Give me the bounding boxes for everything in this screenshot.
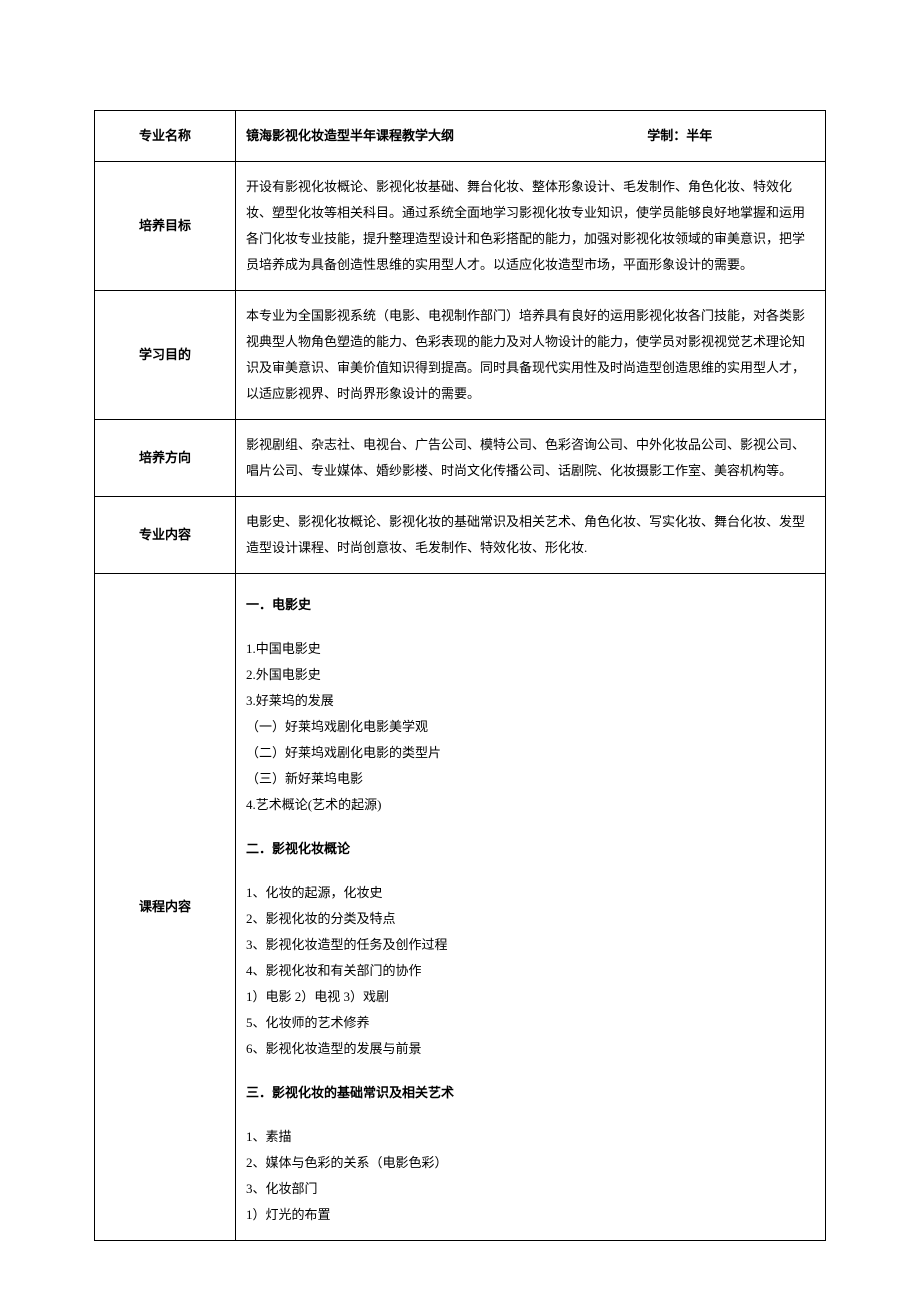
- s1-item: 2.外国电影史: [246, 662, 815, 688]
- s2-item: 5、化妆师的艺术修养: [246, 1010, 815, 1036]
- header-label: 专业名称: [95, 111, 236, 162]
- s3-item: 2、媒体与色彩的关系（电影色彩）: [246, 1150, 815, 1176]
- section-3-title: 三．影视化妆的基础常识及相关艺术: [246, 1080, 815, 1106]
- s2-item: 4、影视化妆和有关部门的协作: [246, 958, 815, 984]
- purpose-row: 学习目的 本专业为全国影视系统（电影、电视制作部门）培养具有良好的运用影视化妆各…: [95, 291, 826, 420]
- purpose-label: 学习目的: [95, 291, 236, 420]
- major-label: 专业内容: [95, 497, 236, 574]
- syllabus-table: 专业名称 镜海影视化妆造型半年课程教学大纲 学制：半年 培养目标 开设有影视化妆…: [94, 110, 826, 1241]
- course-row: 课程内容 一．电影史 1.中国电影史 2.外国电影史 3.好莱坞的发展 （一）好…: [95, 574, 826, 1241]
- course-title: 镜海影视化妆造型半年课程教学大纲: [246, 123, 454, 149]
- section-2-title: 二．影视化妆概论: [246, 836, 815, 862]
- s3-item: 1）灯光的布置: [246, 1202, 815, 1228]
- s1-item: （一）好莱坞戏剧化电影美学观: [246, 714, 815, 740]
- section-2: 二．影视化妆概论 1、化妆的起源，化妆史 2、影视化妆的分类及特点 3、影视化妆…: [246, 836, 815, 1062]
- s2-item: 3、影视化妆造型的任务及创作过程: [246, 932, 815, 958]
- section-3: 三．影视化妆的基础常识及相关艺术 1、素描 2、媒体与色彩的关系（电影色彩） 3…: [246, 1080, 815, 1228]
- section-1: 一．电影史 1.中国电影史 2.外国电影史 3.好莱坞的发展 （一）好莱坞戏剧化…: [246, 592, 815, 818]
- s2-item: 1）电影 2）电视 3）戏剧: [246, 984, 815, 1010]
- s3-item: 1、素描: [246, 1124, 815, 1150]
- major-text: 电影史、影视化妆概论、影视化妆的基础常识及相关艺术、角色化妆、写实化妆、舞台化妆…: [236, 497, 826, 574]
- course-label: 课程内容: [95, 574, 236, 1241]
- direction-row: 培养方向 影视剧组、杂志社、电视台、广告公司、模特公司、色彩咨询公司、中外化妆品…: [95, 420, 826, 497]
- s1-item: （二）好莱坞戏剧化电影的类型片: [246, 740, 815, 766]
- s1-item: 3.好莱坞的发展: [246, 688, 815, 714]
- s2-item: 2、影视化妆的分类及特点: [246, 906, 815, 932]
- direction-label: 培养方向: [95, 420, 236, 497]
- s1-item: 4.艺术概论(艺术的起源): [246, 792, 815, 818]
- goal-text: 开设有影视化妆概论、影视化妆基础、舞台化妆、整体形象设计、毛发制作、角色化妆、特…: [236, 162, 826, 291]
- goal-label: 培养目标: [95, 162, 236, 291]
- s2-item: 1、化妆的起源，化妆史: [246, 880, 815, 906]
- s2-item: 6、影视化妆造型的发展与前景: [246, 1036, 815, 1062]
- s3-item: 3、化妆部门: [246, 1176, 815, 1202]
- page-container: 专业名称 镜海影视化妆造型半年课程教学大纲 学制：半年 培养目标 开设有影视化妆…: [0, 0, 920, 1281]
- section-1-title: 一．电影史: [246, 592, 815, 618]
- goal-row: 培养目标 开设有影视化妆概论、影视化妆基础、舞台化妆、整体形象设计、毛发制作、角…: [95, 162, 826, 291]
- header-row: 专业名称 镜海影视化妆造型半年课程教学大纲 学制：半年: [95, 111, 826, 162]
- s1-item: （三）新好莱坞电影: [246, 766, 815, 792]
- course-duration: 学制：半年: [647, 123, 712, 149]
- s1-item: 1.中国电影史: [246, 636, 815, 662]
- course-content-cell: 一．电影史 1.中国电影史 2.外国电影史 3.好莱坞的发展 （一）好莱坞戏剧化…: [236, 574, 826, 1241]
- header-content: 镜海影视化妆造型半年课程教学大纲 学制：半年: [236, 111, 826, 162]
- direction-text: 影视剧组、杂志社、电视台、广告公司、模特公司、色彩咨询公司、中外化妆品公司、影视…: [236, 420, 826, 497]
- purpose-text: 本专业为全国影视系统（电影、电视制作部门）培养具有良好的运用影视化妆各门技能，对…: [236, 291, 826, 420]
- major-row: 专业内容 电影史、影视化妆概论、影视化妆的基础常识及相关艺术、角色化妆、写实化妆…: [95, 497, 826, 574]
